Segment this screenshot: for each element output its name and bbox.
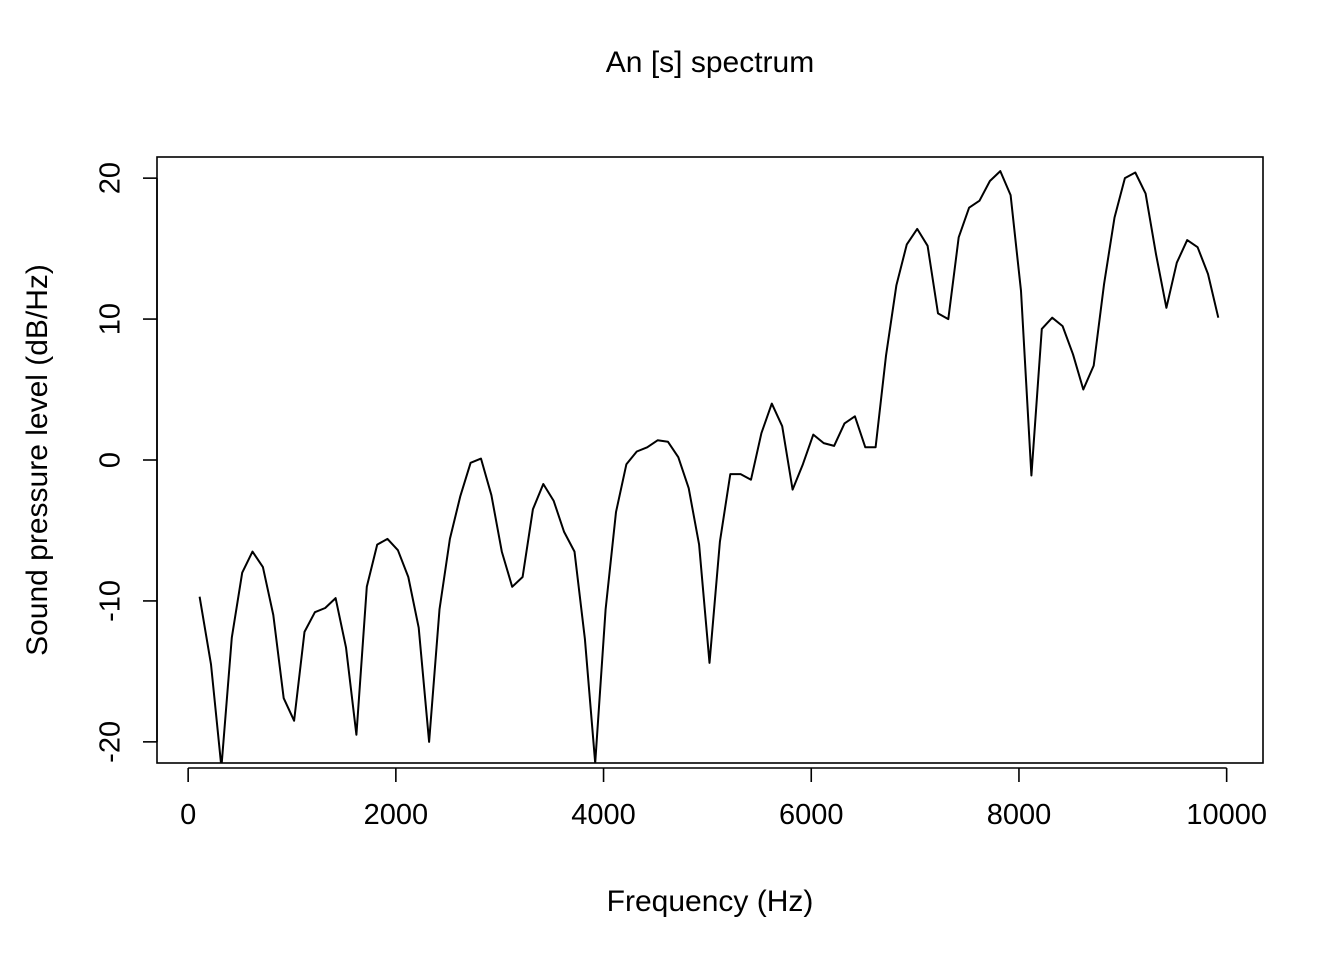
y-axis: -20 -10 0 10 20 bbox=[95, 162, 158, 763]
y-tick-label: -20 bbox=[95, 721, 127, 763]
y-tick-label: 10 bbox=[95, 303, 127, 335]
y-axis-label: Sound pressure level (dB/Hz) bbox=[21, 264, 54, 656]
x-tick-label: 2000 bbox=[364, 799, 429, 831]
chart-title: An [s] spectrum bbox=[606, 46, 814, 79]
spectrum-line bbox=[198, 170, 1220, 763]
x-tick-label: 10000 bbox=[1186, 799, 1267, 831]
plot-frame bbox=[156, 156, 1264, 764]
x-tick-label: 0 bbox=[180, 799, 196, 831]
data-points bbox=[198, 169, 1221, 765]
x-tick-label: 8000 bbox=[987, 799, 1052, 831]
x-tick-label: 6000 bbox=[779, 799, 844, 831]
y-tick-label: -10 bbox=[95, 580, 127, 622]
x-axis-label: Frequency (Hz) bbox=[607, 885, 814, 918]
x-tick-label: 4000 bbox=[571, 799, 636, 831]
x-axis: 0 2000 4000 6000 8000 10000 bbox=[180, 767, 1267, 831]
y-tick-label: 0 bbox=[95, 452, 127, 468]
y-tick-label: 20 bbox=[95, 162, 127, 194]
